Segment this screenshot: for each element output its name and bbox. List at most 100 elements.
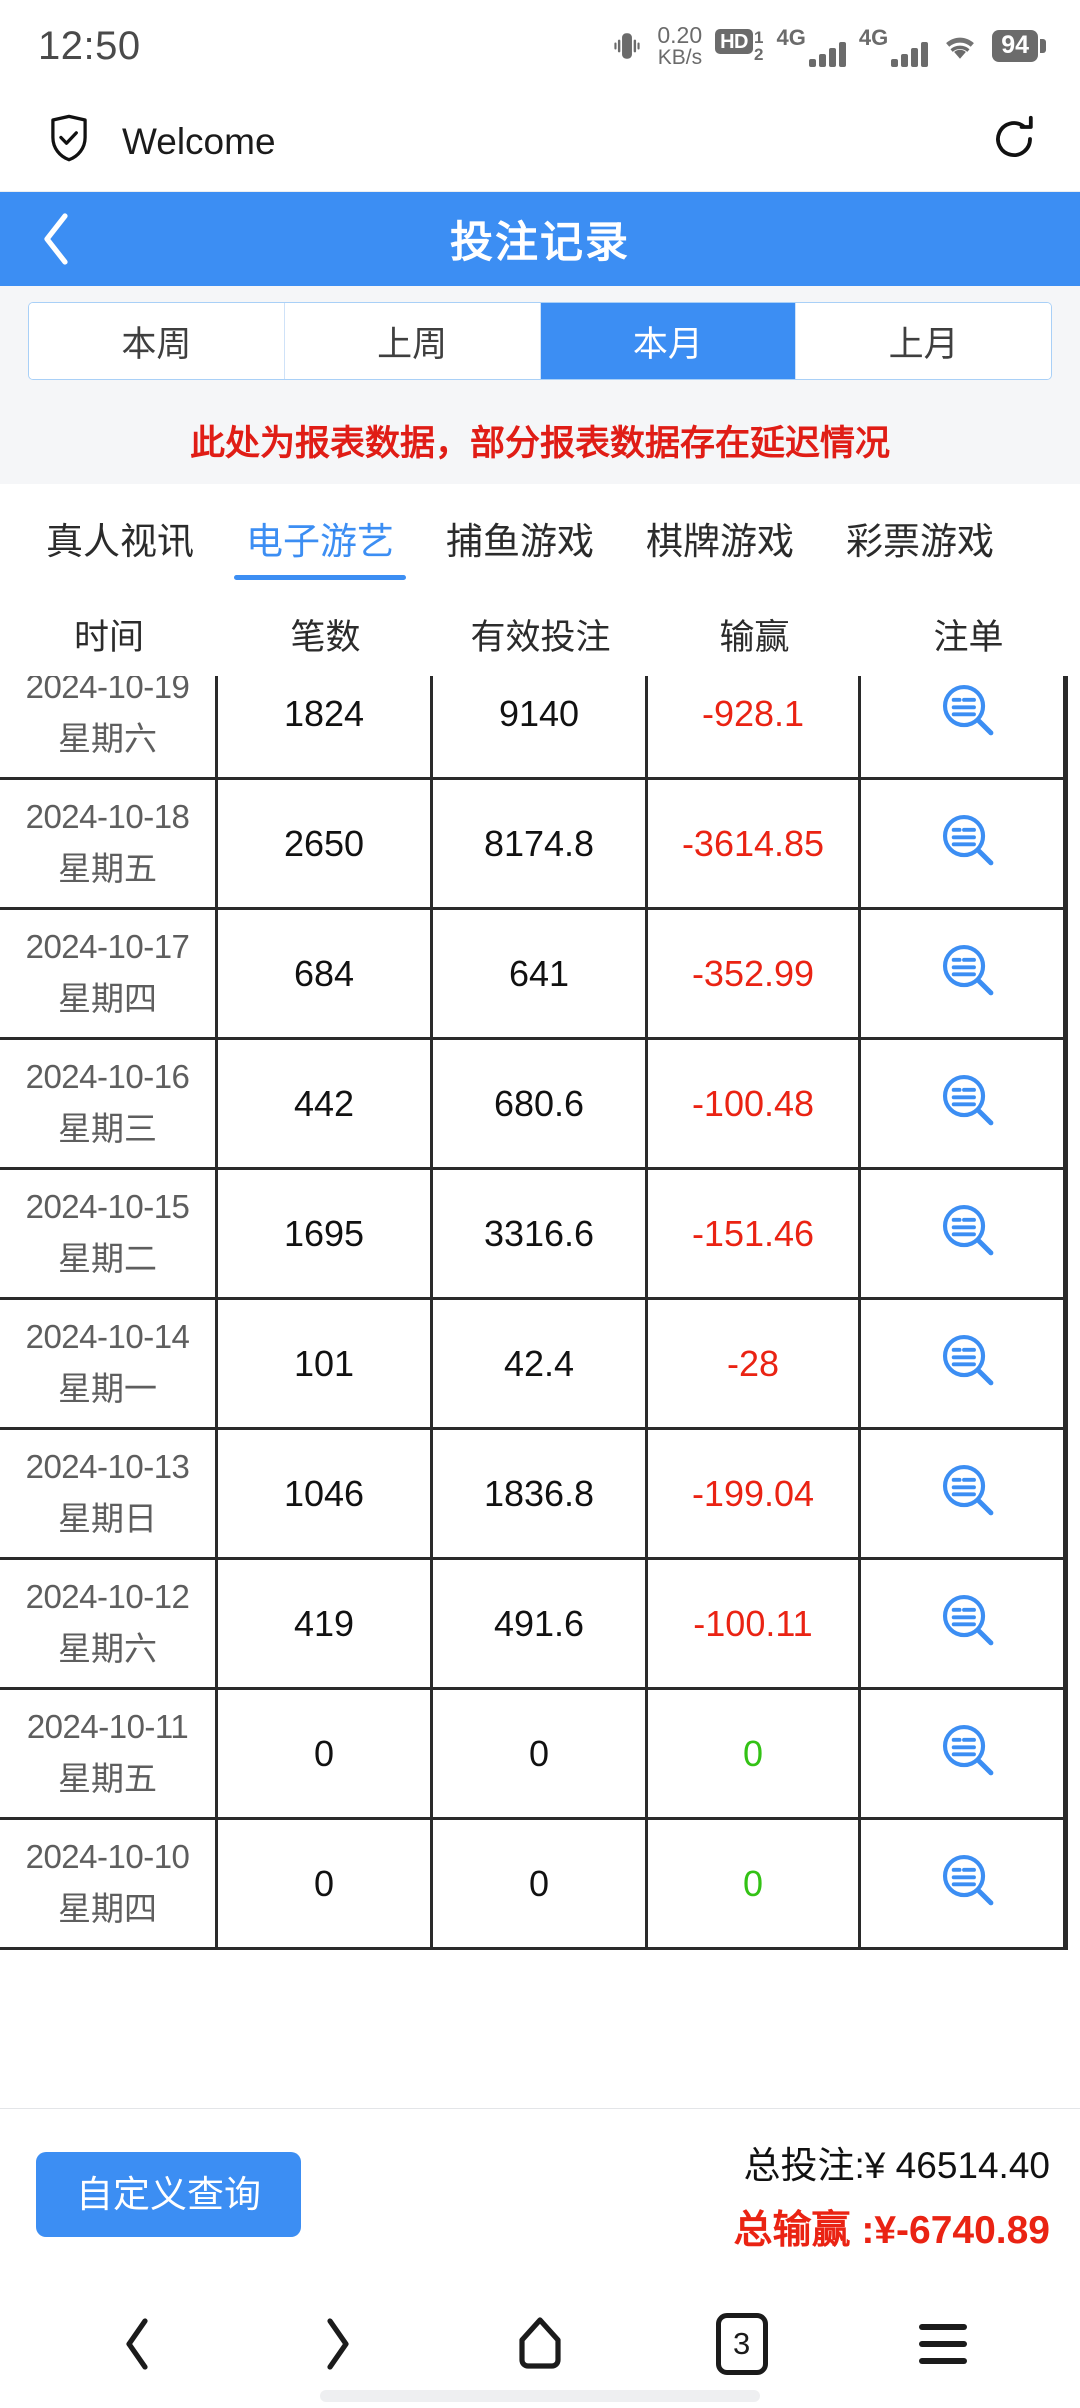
nav-back-button[interactable] bbox=[77, 2299, 197, 2389]
row-valid-bet: 8174.8 bbox=[483, 822, 595, 864]
column-header-count: 笔数 bbox=[290, 617, 361, 657]
cell-valid-bet: 42.4 bbox=[433, 1300, 648, 1427]
cell-order[interactable] bbox=[861, 1690, 1076, 1817]
row-weekday: 星期四 bbox=[58, 1889, 157, 1927]
back-button[interactable] bbox=[36, 192, 76, 286]
document-search-icon[interactable] bbox=[938, 1590, 1000, 1657]
cell-date: 2024-10-19 星期六 bbox=[0, 676, 218, 777]
nav-tabs-button[interactable]: 3 bbox=[682, 2299, 802, 2389]
row-weekday: 星期日 bbox=[58, 1499, 157, 1537]
tab-slots[interactable]: 电子游艺 bbox=[220, 484, 420, 592]
home-indicator bbox=[320, 2390, 760, 2402]
row-winloss: 0 bbox=[742, 1732, 764, 1774]
cell-date: 2024-10-12 星期六 bbox=[0, 1560, 218, 1687]
nav-menu-button[interactable] bbox=[883, 2299, 1003, 2389]
hd-badge-label: HD bbox=[715, 29, 753, 54]
hd-sim-sub: 2 bbox=[754, 45, 764, 64]
cell-order[interactable] bbox=[861, 1170, 1076, 1297]
table-row: 2024-10-12 星期六 419 491.6 -100.11 bbox=[0, 1560, 1063, 1690]
cell-order[interactable] bbox=[861, 1300, 1076, 1427]
cell-valid-bet: 8174.8 bbox=[433, 780, 648, 907]
document-search-icon[interactable] bbox=[938, 1850, 1000, 1917]
nav-home-button[interactable] bbox=[480, 2299, 600, 2389]
status-clock: 12:50 bbox=[38, 23, 141, 68]
row-date: 2024-10-14 bbox=[25, 1317, 190, 1355]
column-header-winloss: 输赢 bbox=[719, 617, 790, 657]
document-search-icon[interactable] bbox=[938, 1330, 1000, 1397]
tab-live-casino[interactable]: 真人视讯 bbox=[46, 521, 194, 562]
row-winloss: -352.99 bbox=[691, 952, 815, 994]
cell-valid-bet: 680.6 bbox=[433, 1040, 648, 1167]
table-row: 2024-10-10 星期四 0 0 0 bbox=[0, 1820, 1063, 1950]
tab-fishing[interactable]: 捕鱼游戏 bbox=[446, 521, 594, 562]
document-search-icon[interactable] bbox=[938, 940, 1000, 1007]
refresh-icon[interactable] bbox=[990, 113, 1038, 170]
cell-order[interactable] bbox=[861, 780, 1076, 907]
cell-count: 442 bbox=[218, 1040, 433, 1167]
row-date: 2024-10-13 bbox=[25, 1447, 190, 1485]
tab-lottery[interactable]: 彩票游戏 bbox=[846, 521, 994, 562]
app-header: 投注记录 bbox=[0, 192, 1080, 286]
cell-winloss: 0 bbox=[648, 1820, 861, 1947]
cell-count: 2650 bbox=[218, 780, 433, 907]
period-tab-last-month[interactable]: 上月 bbox=[796, 303, 1051, 379]
row-date: 2024-10-11 bbox=[26, 1707, 189, 1745]
nav-forward-button[interactable] bbox=[278, 2299, 398, 2389]
row-count: 101 bbox=[293, 1342, 355, 1384]
cell-count: 1824 bbox=[218, 676, 433, 777]
tab-card-games[interactable]: 棋牌游戏 bbox=[646, 521, 794, 562]
cell-winloss: -151.46 bbox=[648, 1170, 861, 1297]
table-row: 2024-10-14 星期一 101 42.4 -28 bbox=[0, 1300, 1063, 1430]
game-category-tabs[interactable]: 真人视讯 电子游艺 捕鱼游戏 棋牌游戏 彩票游戏 bbox=[0, 484, 1080, 592]
document-search-icon[interactable] bbox=[938, 1200, 1000, 1267]
row-weekday: 星期六 bbox=[58, 1629, 157, 1667]
cell-order[interactable] bbox=[861, 1430, 1076, 1557]
page-title: 投注记录 bbox=[450, 219, 630, 267]
row-valid-bet: 42.4 bbox=[503, 1342, 575, 1384]
document-search-icon[interactable] bbox=[938, 810, 1000, 877]
table-row: 2024-10-19 星期六 1824 9140 -928.1 bbox=[0, 676, 1063, 780]
status-bar: 12:50 0.20 KB/s HD 1 2 bbox=[0, 0, 1080, 92]
row-count: 0 bbox=[313, 1732, 335, 1774]
row-winloss: -100.48 bbox=[691, 1082, 815, 1124]
cell-valid-bet: 0 bbox=[433, 1820, 648, 1947]
cell-order[interactable] bbox=[861, 1040, 1076, 1167]
custom-query-button[interactable]: 自定义查询 bbox=[36, 2152, 301, 2237]
cell-order[interactable] bbox=[861, 1820, 1076, 1947]
period-tab-this-week[interactable]: 本周 bbox=[29, 303, 285, 379]
row-winloss: -928.1 bbox=[701, 692, 805, 734]
cell-valid-bet: 641 bbox=[433, 910, 648, 1037]
row-count: 442 bbox=[293, 1082, 355, 1124]
cell-winloss: -352.99 bbox=[648, 910, 861, 1037]
network-speed-unit: KB/s bbox=[657, 46, 703, 69]
cell-order[interactable] bbox=[861, 1560, 1076, 1687]
document-search-icon[interactable] bbox=[938, 1720, 1000, 1787]
document-search-icon[interactable] bbox=[938, 1070, 1000, 1137]
sim1-network-label: 4G bbox=[776, 25, 806, 50]
period-tab-this-month[interactable]: 本月 bbox=[540, 303, 797, 379]
column-header-time: 时间 bbox=[73, 617, 144, 657]
table-scroll-area[interactable]: 2024-10-19 星期六 1824 9140 -928.1 2024-10-18 星期五… bbox=[0, 676, 1080, 2108]
row-valid-bet: 0 bbox=[528, 1862, 550, 1904]
bet-records-table: 时间 笔数 有效投注 输赢 注单 2024-10-19 星期六 1824 9140 -9… bbox=[0, 592, 1080, 2108]
document-search-icon[interactable] bbox=[938, 1460, 1000, 1527]
browser-page-title: Welcome bbox=[122, 120, 276, 162]
row-date: 2024-10-15 bbox=[25, 1187, 190, 1225]
row-date: 2024-10-12 bbox=[25, 1577, 190, 1615]
cell-order[interactable] bbox=[861, 910, 1076, 1037]
sim1-bars bbox=[808, 41, 846, 67]
row-winloss: -100.11 bbox=[693, 1602, 813, 1644]
row-valid-bet: 0 bbox=[528, 1732, 550, 1774]
row-count: 1824 bbox=[283, 692, 365, 734]
row-count: 684 bbox=[293, 952, 355, 994]
sim2-signal-icon: 4G bbox=[859, 25, 929, 67]
cell-winloss: -100.48 bbox=[648, 1040, 861, 1167]
document-search-icon[interactable] bbox=[938, 680, 1000, 747]
row-winloss: 0 bbox=[742, 1862, 764, 1904]
shield-check-icon[interactable] bbox=[46, 114, 92, 169]
table-row: 2024-10-13 星期日 1046 1836.8 -199.04 bbox=[0, 1430, 1063, 1560]
cell-winloss: 0 bbox=[648, 1690, 861, 1817]
cell-order[interactable] bbox=[861, 676, 1076, 777]
cell-valid-bet: 3316.6 bbox=[433, 1170, 648, 1297]
period-tab-last-week[interactable]: 上周 bbox=[284, 303, 541, 379]
